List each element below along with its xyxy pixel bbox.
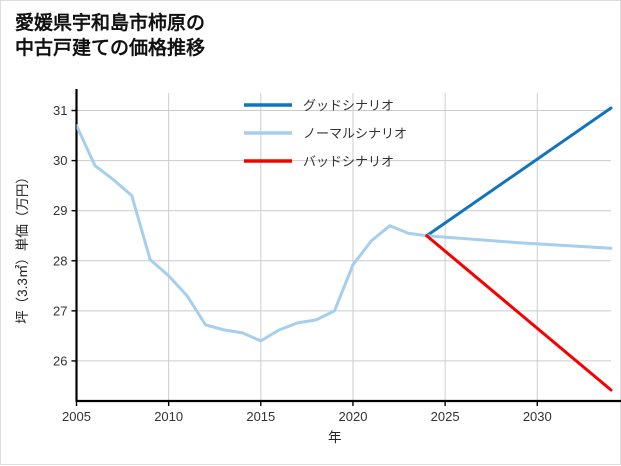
tick-labels-group: 26 27 28 29 30 31 2005 2010 2015 2020 2025 2030 <box>53 103 552 424</box>
legend-label-グッドシナリオ: グッドシナリオ <box>303 98 394 113</box>
x-tick-label: 2010 <box>154 409 183 424</box>
series-line-バッドシナリオ <box>427 236 611 390</box>
legend-label-ノーマルシナリオ: ノーマルシナリオ <box>303 126 407 141</box>
x-axis-title: 年 <box>328 430 342 445</box>
y-tick-label: 27 <box>53 303 67 318</box>
y-axis-title: 坪（3.3㎡）単価（万円） <box>15 170 30 324</box>
x-tick-label: 2030 <box>523 409 552 424</box>
y-tick-label: 30 <box>53 153 67 168</box>
series-group <box>77 108 612 390</box>
x-tick-label: 2025 <box>431 409 460 424</box>
x-tick-label: 2015 <box>246 409 275 424</box>
x-tick-label: 2020 <box>339 409 368 424</box>
series-line-グッドシナリオ <box>427 108 611 236</box>
y-tick-label: 26 <box>53 353 67 368</box>
y-tick-label: 29 <box>53 203 67 218</box>
y-tick-label: 28 <box>53 253 67 268</box>
x-tick-label: 2005 <box>62 409 91 424</box>
legend-label-バッドシナリオ: バッドシナリオ <box>303 154 394 169</box>
y-tick-label: 31 <box>53 103 67 118</box>
